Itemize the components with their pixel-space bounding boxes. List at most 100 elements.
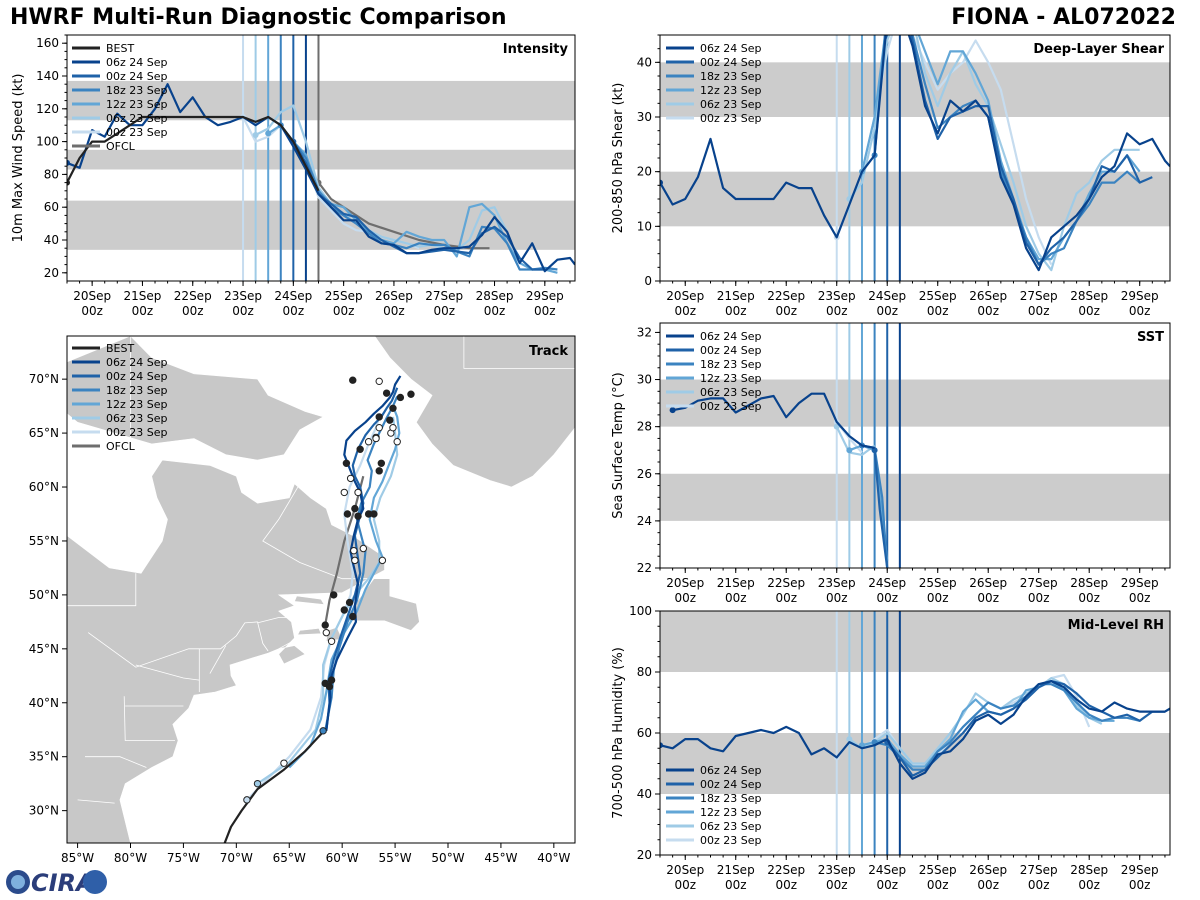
x-tick-label: 27Sep	[1020, 863, 1058, 877]
x-tick-hour: 00z	[927, 304, 949, 318]
track-marker	[340, 488, 348, 497]
legend-label: 12z 23 Sep	[106, 398, 168, 411]
track-marker	[243, 796, 251, 804]
series-line	[849, 444, 889, 562]
x-tick-hour: 00z	[725, 591, 747, 605]
track-marker	[382, 389, 391, 397]
x-tick-hour: 00z	[977, 304, 999, 318]
x-tick-label: 24Sep	[274, 289, 312, 303]
x-tick-hour: 00z	[977, 878, 999, 892]
legend-label: 00z 24 Sep	[700, 344, 762, 357]
y-tick-label: 22	[637, 561, 652, 575]
legend-label: 18z 23 Sep	[106, 384, 168, 397]
x-tick-label: 25Sep	[919, 863, 957, 877]
lon-tick-label: 65°W	[273, 851, 306, 865]
legend-label: 06z 24 Sep	[700, 42, 762, 55]
x-tick-hour: 00z	[927, 591, 949, 605]
series-line	[660, 679, 1170, 780]
legend-label: 00z 23 Sep	[106, 126, 168, 139]
x-tick-hour: 00z	[775, 878, 797, 892]
x-tick-hour: 00z	[725, 878, 747, 892]
plot-area	[660, 323, 1170, 568]
y-tick-label: 30	[637, 373, 652, 387]
x-tick-label: 29Sep	[1121, 863, 1159, 877]
boundary-line	[77, 799, 115, 804]
track-marker	[340, 606, 348, 614]
y-axis-label: 200-850 hPa Shear (kt)	[611, 83, 626, 234]
track-marker	[375, 413, 383, 421]
x-tick-label: 22Sep	[767, 576, 805, 590]
chart-title: Mid-Level RH	[1068, 618, 1164, 633]
x-tick-label: 20Sep	[666, 863, 704, 877]
boundary-line	[87, 621, 269, 668]
track-marker	[386, 416, 394, 424]
lat-tick-label: 65°N	[29, 426, 59, 440]
y-tick-label: 60	[637, 726, 652, 740]
x-tick-label: 24Sep	[868, 863, 906, 877]
x-tick-hour: 00z	[1028, 591, 1050, 605]
y-tick-label: 60	[44, 200, 59, 214]
x-tick-hour: 00z	[484, 304, 506, 318]
legend-label: 00z 24 Sep	[700, 56, 762, 69]
boundary-line	[85, 756, 147, 768]
lon-tick-label: 45°W	[484, 851, 517, 865]
land-pei	[297, 627, 322, 636]
x-tick-hour: 00z	[725, 304, 747, 318]
x-tick-hour: 00z	[1028, 304, 1050, 318]
track-marker	[375, 423, 383, 432]
track-line	[223, 730, 326, 843]
y-tick-label: 40	[637, 55, 652, 69]
legend-label: 12z 23 Sep	[700, 806, 762, 819]
lon-tick-label: 85°W	[61, 851, 94, 865]
x-tick-label: 23Sep	[224, 289, 262, 303]
x-tick-label: 23Sep	[818, 576, 856, 590]
chart-track: 30°N 35°N 40°N 45°N 50°N 55°N 60°N 65°N 70°N 85°W…	[29, 335, 576, 865]
x-tick-hour: 00z	[132, 304, 154, 318]
x-tick-label: 22Sep	[174, 289, 212, 303]
lat-tick-label: 50°N	[29, 588, 59, 602]
y-tick-label: 20	[44, 266, 59, 280]
boundary-line	[257, 617, 300, 624]
track-marker	[349, 612, 357, 621]
x-tick-hour: 00z	[1129, 591, 1151, 605]
plot-area	[660, 611, 1170, 855]
x-tick-hour: 00z	[775, 304, 797, 318]
lat-tick-label: 40°N	[29, 696, 59, 710]
legend-label: 18z 23 Sep	[700, 70, 762, 83]
series-line	[660, 35, 1170, 272]
plot-area	[67, 35, 575, 281]
y-tick-label: 20	[637, 848, 652, 862]
x-tick-label: 21Sep	[717, 863, 755, 877]
track-line	[325, 375, 402, 731]
y-tick-label: 80	[44, 167, 59, 181]
x-tick-label: 24Sep	[868, 576, 906, 590]
lat-tick-label: 45°N	[29, 642, 59, 656]
page-title: HWRF Multi-Run Diagnostic Comparison	[10, 5, 507, 30]
boundary-line	[67, 573, 137, 607]
lon-tick-label: 55°W	[379, 851, 412, 865]
x-tick-hour: 00z	[977, 591, 999, 605]
lat-tick-label: 55°N	[29, 534, 59, 548]
y-tick-label: 10	[637, 219, 652, 233]
lon-tick-label: 50°W	[431, 851, 464, 865]
x-tick-label: 28Sep	[1070, 863, 1108, 877]
series-start-point	[669, 407, 676, 414]
storm-id: FIONA - AL072022	[951, 5, 1176, 30]
track-marker	[351, 556, 359, 565]
legend-label: 06z 24 Sep	[106, 356, 168, 369]
chart-title: Intensity	[503, 42, 569, 57]
x-tick-hour: 00z	[283, 304, 305, 318]
track-marker	[351, 504, 359, 513]
series-start-point	[660, 742, 663, 749]
series-line	[672, 392, 875, 449]
y-tick-label: 24	[637, 514, 652, 528]
series-line	[873, 450, 889, 568]
series-line	[67, 115, 320, 192]
series-start-point	[67, 179, 70, 186]
track-marker	[330, 591, 338, 599]
track-marker	[321, 679, 329, 688]
y-axis-label: Sea Surface Temp (°C)	[611, 372, 626, 519]
x-tick-hour: 00z	[674, 304, 696, 318]
x-tick-label: 28Sep	[1070, 289, 1108, 303]
x-tick-hour: 00z	[876, 591, 898, 605]
